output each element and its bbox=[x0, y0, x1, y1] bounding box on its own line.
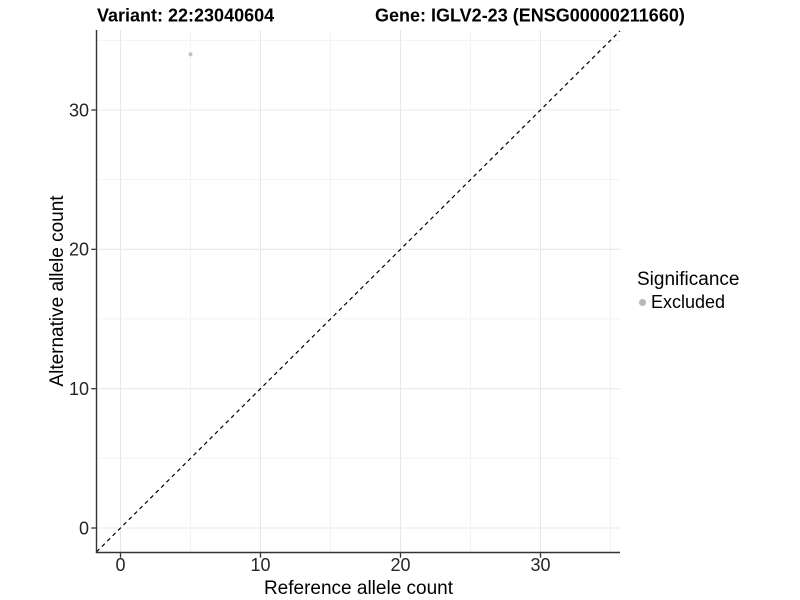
legend-title: Significance bbox=[637, 269, 740, 290]
major-gridlines bbox=[96, 30, 620, 553]
x-tick-label: 20 bbox=[390, 555, 410, 575]
minor-gridlines bbox=[96, 30, 620, 553]
plot-title-gene: Gene: IGLV2-23 (ENSG00000211660) bbox=[375, 6, 685, 26]
x-tick-label: 0 bbox=[115, 555, 125, 575]
legend-item-label: Excluded bbox=[651, 292, 726, 312]
y-tick-label: 0 bbox=[79, 518, 89, 538]
tick-labels-group: 0 10 20 30 0 10 20 30 bbox=[69, 100, 551, 575]
x-tick-label: 10 bbox=[250, 555, 270, 575]
y-tick-label: 30 bbox=[69, 100, 89, 120]
axis-ticks-group bbox=[91, 109, 542, 558]
y-axis-title: Alternative allele count bbox=[47, 195, 68, 387]
y-tick-label: 10 bbox=[69, 379, 89, 399]
legend: Significance Excluded bbox=[636, 269, 739, 312]
legend-point-icon bbox=[639, 298, 646, 306]
y-tick-label: 20 bbox=[69, 240, 89, 260]
identity-line bbox=[96, 30, 621, 553]
x-tick-label: 30 bbox=[530, 555, 550, 575]
plot-title-variant: Variant: 22:23040604 bbox=[97, 6, 274, 26]
x-axis-title: Reference allele count bbox=[264, 578, 454, 599]
legend-item-excluded: Excluded bbox=[636, 292, 739, 312]
axis-lines-group bbox=[95, 30, 620, 554]
data-point bbox=[188, 52, 193, 57]
data-points-group bbox=[188, 52, 193, 57]
identity-line-group bbox=[96, 30, 621, 553]
